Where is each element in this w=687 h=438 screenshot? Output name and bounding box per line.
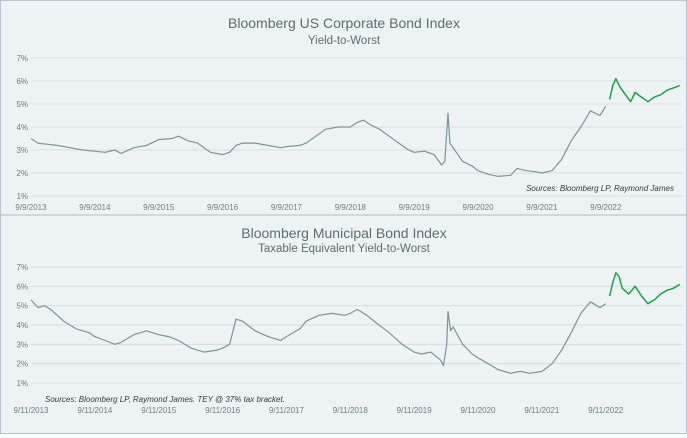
- chart1-y-tick-label: 3%: [16, 146, 28, 155]
- chart1-y-tick-label: 4%: [16, 123, 28, 132]
- chart1-x-tick-label: 9/9/2019: [399, 203, 431, 212]
- chart2-series-line-1: [30, 299, 607, 374]
- chart1-x-tick-label: 9/9/2015: [143, 203, 175, 212]
- chart1-x-tick-label: 9/9/2013: [15, 203, 47, 212]
- chart2-y-tick-label: 5%: [16, 302, 28, 311]
- chart2-y-tick-label: 2%: [16, 360, 28, 369]
- chart1-subtitle: Yield-to-Worst: [308, 35, 381, 47]
- chart2-y-tick-label: 4%: [16, 321, 28, 330]
- chart2-x-tick-label: 9/11/2016: [205, 406, 241, 415]
- chart1-title: Bloomberg US Corporate Bond Index: [228, 15, 460, 31]
- chart2-x-tick-label: 9/11/2019: [397, 406, 433, 415]
- chart2-x-tick-label: 9/11/2015: [141, 406, 177, 415]
- chart1-y-tick-label: 6%: [16, 77, 28, 86]
- chart2-x-tick-label: 9/11/2020: [461, 406, 497, 415]
- chart2-title: Bloomberg Municipal Bond Index: [241, 225, 446, 241]
- chart1-x-tick-label: 9/9/2021: [526, 203, 558, 212]
- chart1-y-tick-label: 2%: [16, 169, 28, 178]
- chart1-y-tick-label: 5%: [16, 100, 28, 109]
- chart2-x-tick-label: 9/11/2013: [14, 406, 50, 415]
- chart2-x-tick-label: 9/11/2018: [333, 406, 369, 415]
- chart1-y-tick-label: 7%: [16, 54, 28, 63]
- chart1-x-tick-label: 9/9/2016: [207, 203, 239, 212]
- chart2-x-tick-label: 9/11/2022: [588, 406, 624, 415]
- chart2-subtitle: Taxable Equivalent Yield-to-Worst: [258, 243, 431, 255]
- chart2-y-tick-label: 1%: [16, 379, 28, 388]
- chart1-x-tick-label: 9/9/2017: [271, 203, 303, 212]
- chart2-source-note: Sources: Bloomberg LP, Raymond James. TE…: [45, 395, 285, 404]
- chart1-series-line-1: [30, 105, 607, 177]
- chart1-panel: Bloomberg US Corporate Bond Index Yield-t…: [1, 15, 686, 216]
- chart1-x-tick-label: 9/9/2018: [335, 203, 367, 212]
- chart1-x-tick-label: 9/9/2022: [590, 203, 622, 212]
- chart1-y-tick-label: 1%: [16, 192, 28, 201]
- chart1-x-tick-label: 9/9/2020: [462, 203, 494, 212]
- chart1-source-note: Sources: Bloomberg LP, Raymond James: [526, 184, 674, 193]
- chart2-y-tick-label: 3%: [16, 340, 28, 349]
- chart2-x-tick-label: 9/11/2017: [269, 406, 305, 415]
- chart2-y-tick-label: 7%: [16, 263, 28, 272]
- chart1-series-line-2: [608, 77, 681, 103]
- chart2-panel: Bloomberg Municipal Bond Index Taxable Eq…: [14, 225, 683, 415]
- chart2-series-line-2: [608, 272, 681, 305]
- chart2-x-tick-label: 9/11/2014: [77, 406, 113, 415]
- chart2-x-tick-label: 9/11/2021: [524, 406, 560, 415]
- chart2-y-tick-label: 6%: [16, 282, 28, 291]
- chart1-x-tick-label: 9/9/2014: [79, 203, 111, 212]
